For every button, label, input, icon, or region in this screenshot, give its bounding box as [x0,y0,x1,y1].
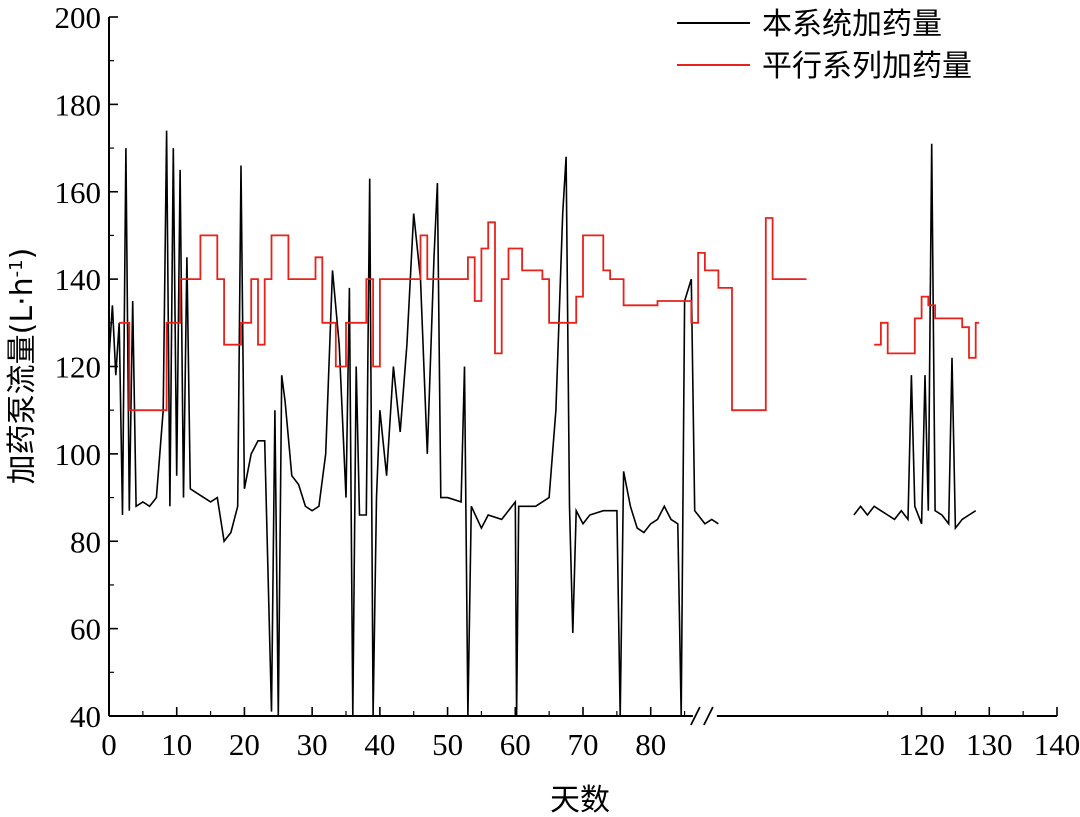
x-tick-label: 80 [635,727,666,762]
x-tick-label: 10 [161,727,192,762]
x-tick-label: 120 [898,727,945,762]
x-axis-label: 天数 [550,783,610,817]
legend-label-1: 本系统加药量 [762,7,942,42]
ticks: 40 60 80 100 120 140 160 180 200 0 10 20 30 40 50 60 70 8… [55,0,1080,762]
x-tick-label: 40 [364,727,395,762]
y-tick-label: 60 [70,612,101,647]
axes [108,17,1057,726]
x-tick-label: 70 [568,727,599,762]
y-tick-label: 80 [70,524,101,559]
x-tick-label: 140 [1034,727,1080,762]
x-tick-label: 60 [500,727,531,762]
x-tick-label: 130 [966,727,1013,762]
legend-label-2: 平行系列加药量 [762,49,972,84]
series-2-line-segment-2 [874,295,980,359]
y-tick-label: 120 [55,350,102,385]
y-tick-label: 40 [70,699,101,734]
y-tick-label: 200 [55,0,102,35]
y-axis-label-main: 加药泵流量(L·h [5,277,40,484]
series-1-line-segment-1 [108,130,719,717]
y-axis-label-close: ) [5,248,40,260]
y-tick-label: 160 [55,175,102,210]
x-tick-label: 50 [432,727,463,762]
series-1-line-segment-2 [853,143,977,531]
x-tick-label: 30 [297,727,328,762]
y-tick-label: 100 [55,437,102,472]
plot-lines [108,130,980,717]
x-tick-label: 20 [229,727,260,762]
x-tick-label: 0 [101,727,117,762]
y-tick-label: 180 [55,87,102,122]
y-axis-label: 加药泵流量(L·h-1) [5,248,40,485]
axis-break-mark-1 [690,706,701,726]
axis-break-mark-2 [703,706,714,726]
y-tick-label: 140 [55,262,102,297]
y-axis-label-superscript: -1 [6,259,27,277]
series-2-line-segment-1 [119,217,807,412]
